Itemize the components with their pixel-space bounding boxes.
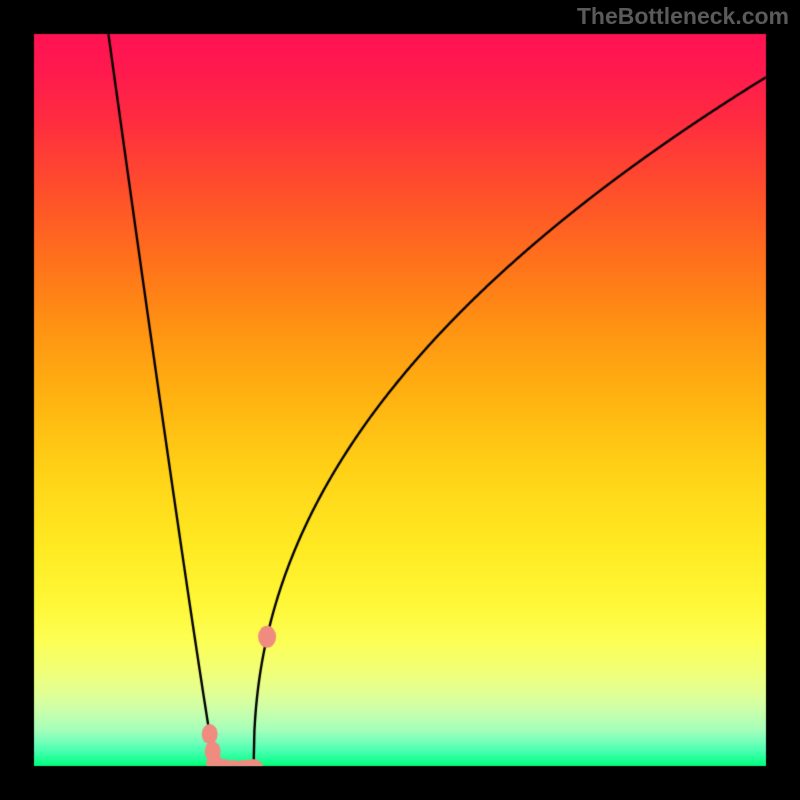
bottleneck-curve bbox=[0, 0, 800, 800]
chart-stage: TheBottleneck.com bbox=[0, 0, 800, 800]
